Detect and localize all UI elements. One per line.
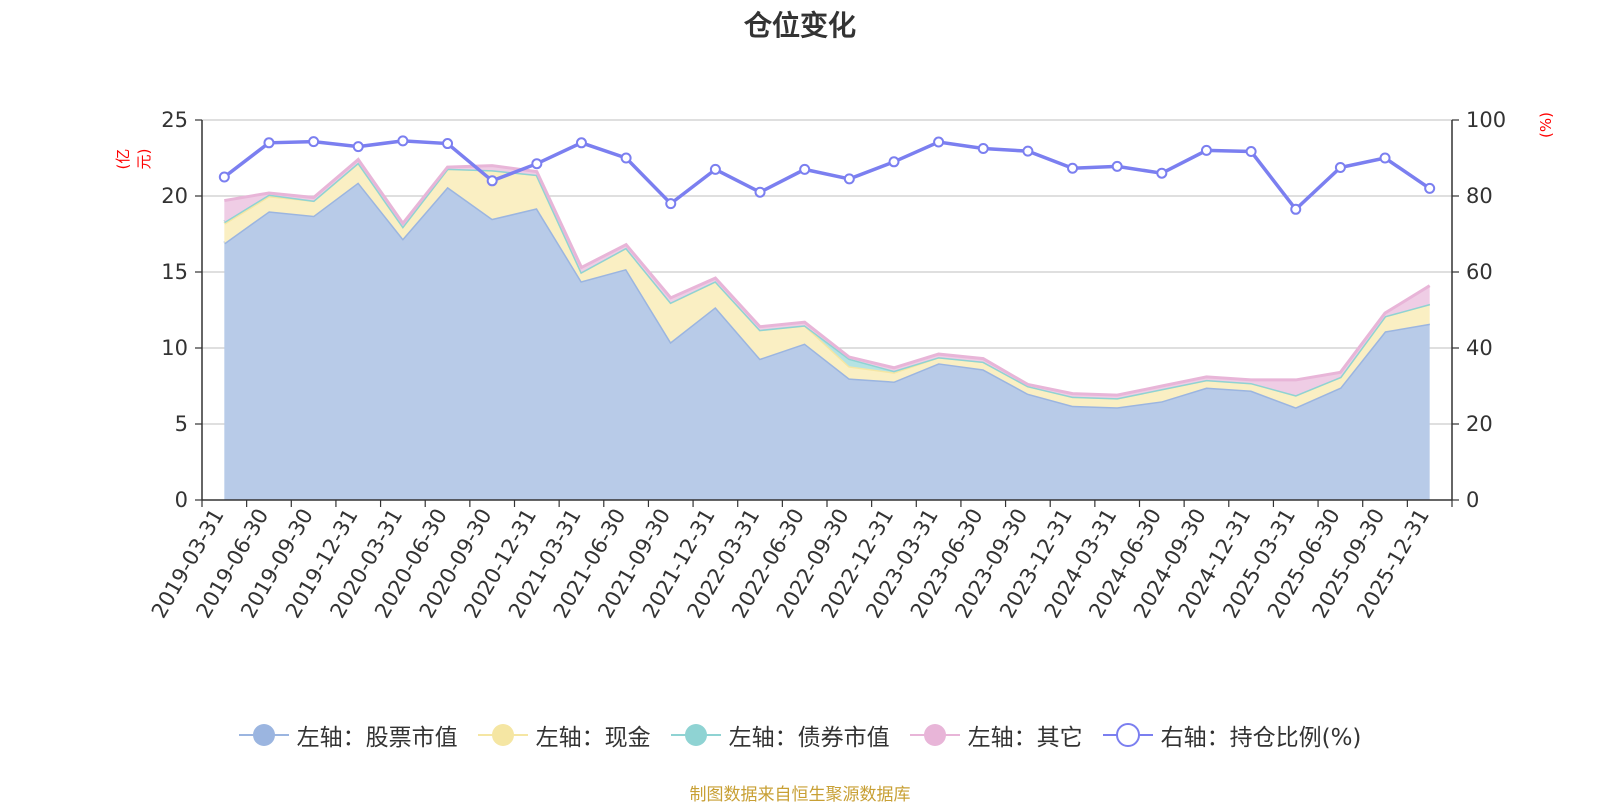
legend: 左轴：股票市值 左轴：现金 左轴：债券市值 左轴：其它 右轴：持仓比例(%) bbox=[0, 718, 1600, 752]
line-point bbox=[1424, 182, 1436, 194]
line-point bbox=[1334, 162, 1346, 173]
area-series-0 bbox=[224, 182, 1430, 500]
line-point bbox=[665, 198, 677, 210]
line-point bbox=[218, 171, 230, 183]
legend-item-3[interactable]: 左轴：其它 bbox=[909, 718, 1083, 752]
legend-swatch bbox=[1102, 723, 1153, 747]
line-point bbox=[575, 137, 587, 149]
area-edge-series-3 bbox=[224, 157, 1431, 397]
legend-swatch bbox=[477, 724, 528, 746]
legend-item-0[interactable]: 左轴：股票市值 bbox=[238, 718, 458, 752]
left-tick-label: 0 bbox=[175, 488, 188, 512]
line-point bbox=[1111, 160, 1123, 172]
line-point bbox=[843, 173, 855, 185]
line-point bbox=[442, 138, 454, 150]
line-point bbox=[933, 136, 945, 148]
legend-swatch bbox=[670, 724, 721, 746]
legend-label: 左轴：债券市值 bbox=[728, 725, 890, 751]
left-tick-label: 5 bbox=[175, 412, 188, 436]
left-tick-label: 10 bbox=[161, 336, 188, 360]
line-point bbox=[1200, 144, 1212, 156]
line-point bbox=[799, 163, 811, 175]
legend-label: 左轴：其它 bbox=[967, 725, 1083, 751]
line-point bbox=[263, 137, 275, 149]
line-point bbox=[1379, 152, 1391, 164]
legend-swatch bbox=[238, 724, 289, 746]
legend-label: 左轴：现金 bbox=[535, 725, 651, 751]
line-point bbox=[709, 163, 721, 175]
left-tick-label: 15 bbox=[161, 260, 188, 284]
line-point bbox=[1290, 203, 1302, 215]
line-point bbox=[1156, 167, 1168, 179]
right-tick-label: 0 bbox=[1466, 488, 1479, 512]
left-tick-label: 25 bbox=[161, 108, 188, 132]
legend-item-1[interactable]: 左轴：现金 bbox=[477, 718, 651, 752]
line-point bbox=[531, 158, 543, 170]
legend-label: 右轴：持仓比例(%) bbox=[1160, 725, 1362, 751]
line-point bbox=[620, 152, 632, 164]
left-tick-label: 20 bbox=[161, 184, 188, 208]
right-tick-label: 100 bbox=[1466, 108, 1506, 132]
line-point bbox=[1022, 145, 1034, 157]
line-point bbox=[1245, 146, 1257, 158]
source-note: 制图数据来自恒生聚源数据库 bbox=[689, 785, 911, 805]
line-point bbox=[397, 135, 409, 147]
line-point bbox=[1067, 162, 1079, 174]
right-tick-label: 20 bbox=[1466, 412, 1493, 436]
chart-title: 仓位变化 bbox=[743, 9, 856, 42]
line-point bbox=[888, 156, 900, 168]
line-point bbox=[486, 175, 498, 187]
legend-label: 左轴：股票市值 bbox=[296, 725, 458, 751]
line-series-ratio bbox=[223, 139, 1431, 212]
line-point bbox=[352, 141, 364, 153]
line-point bbox=[308, 136, 320, 148]
area-edge-series-0 bbox=[223, 180, 1430, 409]
legend-item-2[interactable]: 左轴：债券市值 bbox=[670, 718, 890, 752]
line-point bbox=[977, 143, 989, 154]
area-series-1 bbox=[224, 162, 1430, 408]
legend-swatch bbox=[909, 724, 960, 746]
legend-item-4[interactable]: 右轴：持仓比例(%) bbox=[1102, 718, 1362, 752]
right-tick-label: 80 bbox=[1466, 184, 1493, 208]
line-point bbox=[754, 186, 766, 198]
right-tick-label: 40 bbox=[1466, 336, 1493, 360]
right-tick-label: 60 bbox=[1466, 260, 1493, 284]
